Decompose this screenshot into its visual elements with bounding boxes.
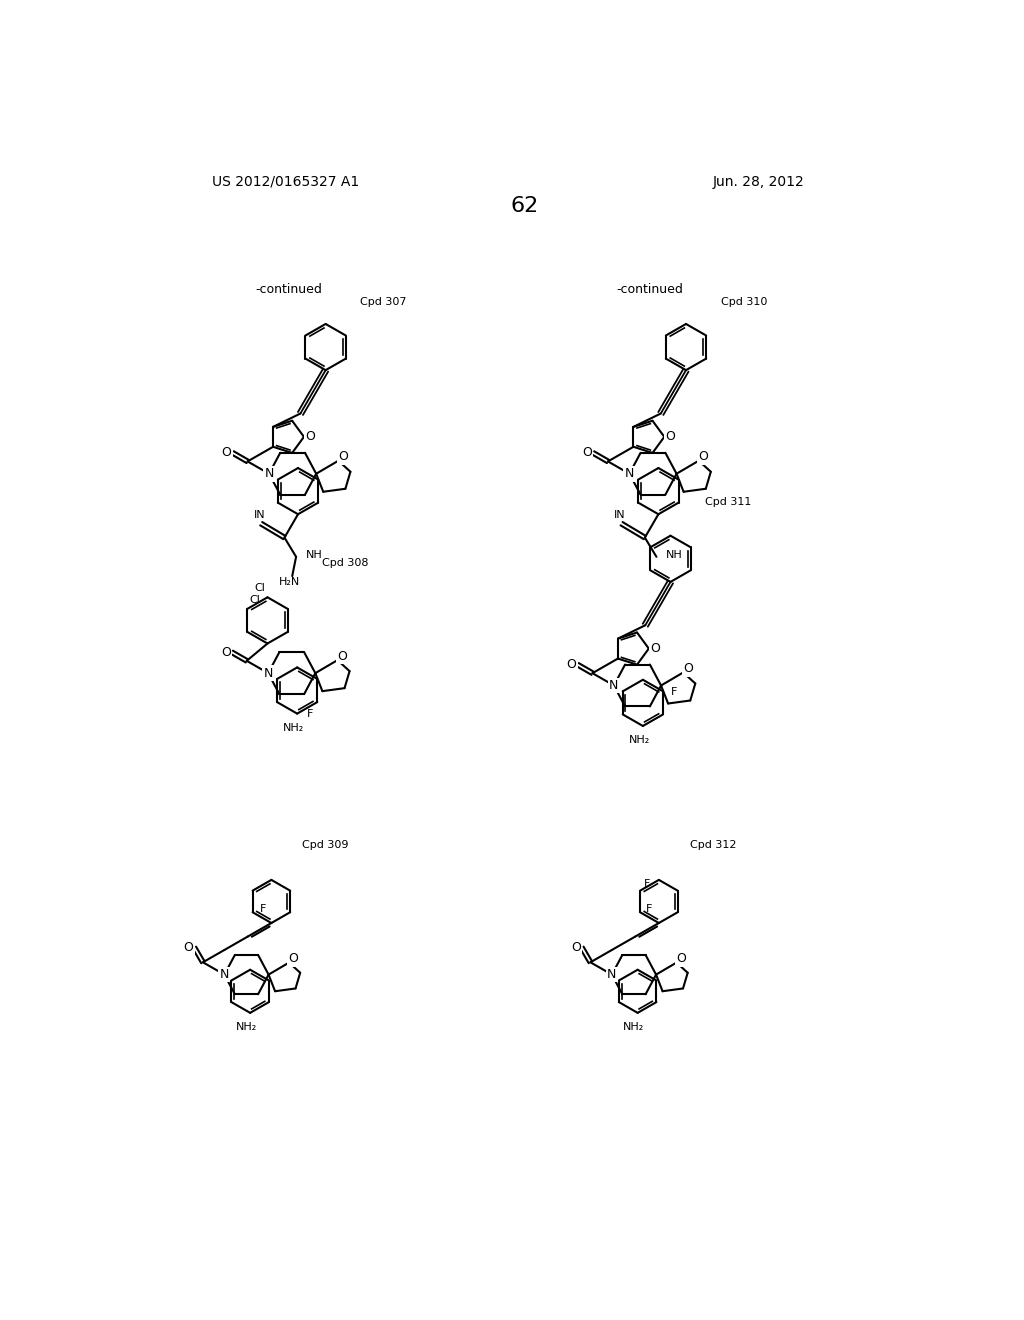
Text: H₂N: H₂N bbox=[280, 577, 300, 587]
Text: O: O bbox=[566, 659, 577, 671]
Text: N: N bbox=[609, 678, 618, 692]
Text: NH: NH bbox=[305, 550, 323, 561]
Text: IΝ: IΝ bbox=[254, 510, 265, 520]
Text: O: O bbox=[337, 649, 347, 663]
Text: F: F bbox=[671, 688, 677, 697]
Text: O: O bbox=[221, 645, 230, 659]
Text: IΝ: IΝ bbox=[614, 510, 626, 520]
Text: O: O bbox=[582, 446, 592, 459]
Text: Cpd 311: Cpd 311 bbox=[706, 496, 752, 507]
Text: -continued: -continued bbox=[616, 284, 683, 296]
Text: Cpd 312: Cpd 312 bbox=[690, 840, 736, 850]
Text: NH₂: NH₂ bbox=[236, 1022, 257, 1032]
Text: F: F bbox=[306, 709, 313, 719]
Text: F: F bbox=[644, 879, 650, 888]
Text: F: F bbox=[646, 904, 652, 915]
Text: Cpd 309: Cpd 309 bbox=[302, 840, 349, 850]
Text: -continued: -continued bbox=[256, 284, 323, 296]
Text: N: N bbox=[263, 667, 272, 680]
Text: O: O bbox=[338, 450, 348, 463]
Text: Cpd 310: Cpd 310 bbox=[721, 297, 767, 306]
Text: Cl: Cl bbox=[254, 583, 265, 593]
Text: N: N bbox=[625, 467, 634, 480]
Text: O: O bbox=[289, 952, 299, 965]
Text: O: O bbox=[698, 450, 709, 463]
Text: N: N bbox=[220, 968, 229, 981]
Text: F: F bbox=[260, 904, 266, 915]
Text: O: O bbox=[676, 952, 686, 965]
Text: US 2012/0165327 A1: US 2012/0165327 A1 bbox=[212, 174, 359, 189]
Text: O: O bbox=[683, 663, 693, 675]
Text: O: O bbox=[305, 430, 315, 444]
Text: O: O bbox=[221, 446, 231, 459]
Text: NH₂: NH₂ bbox=[624, 1022, 644, 1032]
Text: O: O bbox=[666, 430, 676, 444]
Text: Cpd 308: Cpd 308 bbox=[322, 558, 369, 569]
Text: NH₂: NH₂ bbox=[283, 722, 304, 733]
Text: Jun. 28, 2012: Jun. 28, 2012 bbox=[713, 174, 805, 189]
Text: O: O bbox=[183, 941, 194, 954]
Text: NH: NH bbox=[666, 550, 683, 561]
Text: NH₂: NH₂ bbox=[629, 735, 649, 744]
Text: Cl: Cl bbox=[250, 595, 260, 605]
Text: 62: 62 bbox=[511, 197, 539, 216]
Text: O: O bbox=[570, 941, 581, 954]
Text: O: O bbox=[650, 642, 659, 655]
Text: Cpd 307: Cpd 307 bbox=[360, 297, 407, 306]
Text: N: N bbox=[607, 968, 616, 981]
Text: N: N bbox=[264, 467, 273, 480]
